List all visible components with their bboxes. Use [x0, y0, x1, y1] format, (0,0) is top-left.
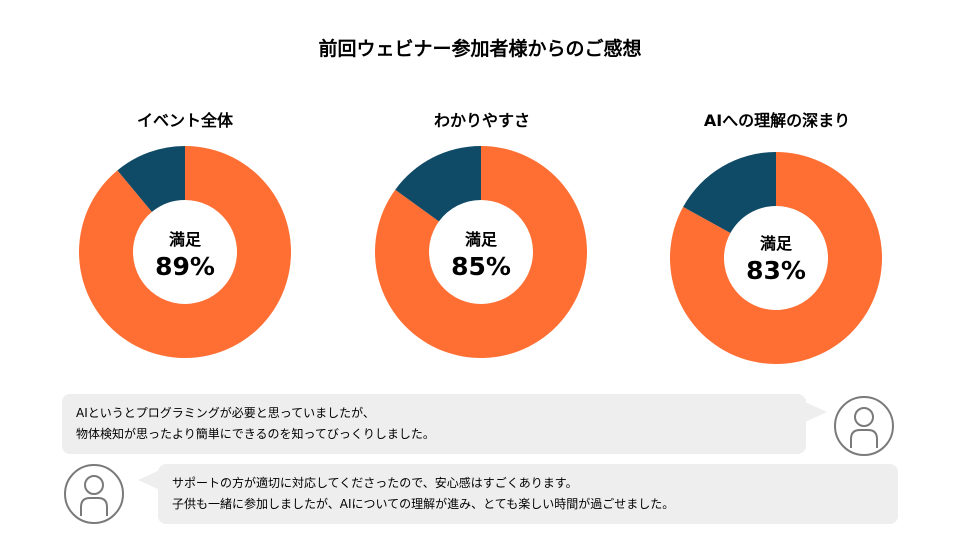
comment-bubble-1: AIというとプログラミングが必要と思っていましたが、 物体検知が思ったより簡単に…	[62, 394, 806, 454]
chart-title-clarity: わかりやすさ	[433, 111, 530, 130]
comment-line: サポートの方が適切に対応してくださったので、安心感はすごくあります。	[172, 476, 578, 490]
center-value: 89%	[155, 252, 215, 281]
comment-line: AIというとプログラミングが必要と思っていましたが、	[76, 406, 375, 420]
page-title: 前回ウェビナー参加者様からのご感想	[318, 38, 642, 60]
bubble-tail	[138, 470, 160, 490]
person-icon	[834, 396, 894, 456]
satisfied-slice	[79, 146, 291, 358]
other-slice	[117, 146, 185, 212]
comment-line: 子供も一緒に参加しましたが、AIについての理解が進み、とても楽しい時間が過ごせま…	[172, 497, 675, 511]
center-label-clarity: 満足 85%	[421, 226, 541, 281]
donut-chart-ai-understanding	[670, 152, 882, 364]
center-value: 85%	[451, 252, 511, 281]
center-label-text: 満足	[759, 234, 792, 253]
chart-title-ai-understanding: AIへの理解の深まり	[703, 111, 851, 130]
other-slice	[395, 146, 481, 222]
center-label-text: 満足	[168, 230, 201, 249]
other-slice	[683, 152, 776, 233]
person-icon	[64, 464, 124, 524]
comment-bubble-2: サポートの方が適切に対応してくださったので、安心感はすごくあります。 子供も一緒…	[158, 464, 898, 524]
donut-chart-overall	[79, 146, 291, 358]
center-value: 83%	[746, 256, 806, 285]
satisfied-slice	[670, 152, 882, 364]
bubble-tail	[805, 402, 827, 422]
donut-chart-clarity	[375, 146, 587, 358]
satisfied-slice	[375, 146, 587, 358]
center-label-ai-understanding: 満足 83%	[716, 230, 836, 285]
center-label-overall: 満足 89%	[125, 226, 245, 281]
comment-line: 物体検知が思ったより簡単にできるのを知ってびっくりしました。	[76, 427, 435, 441]
center-label-text: 満足	[464, 230, 497, 249]
chart-title-overall: イベント全体	[136, 111, 233, 130]
